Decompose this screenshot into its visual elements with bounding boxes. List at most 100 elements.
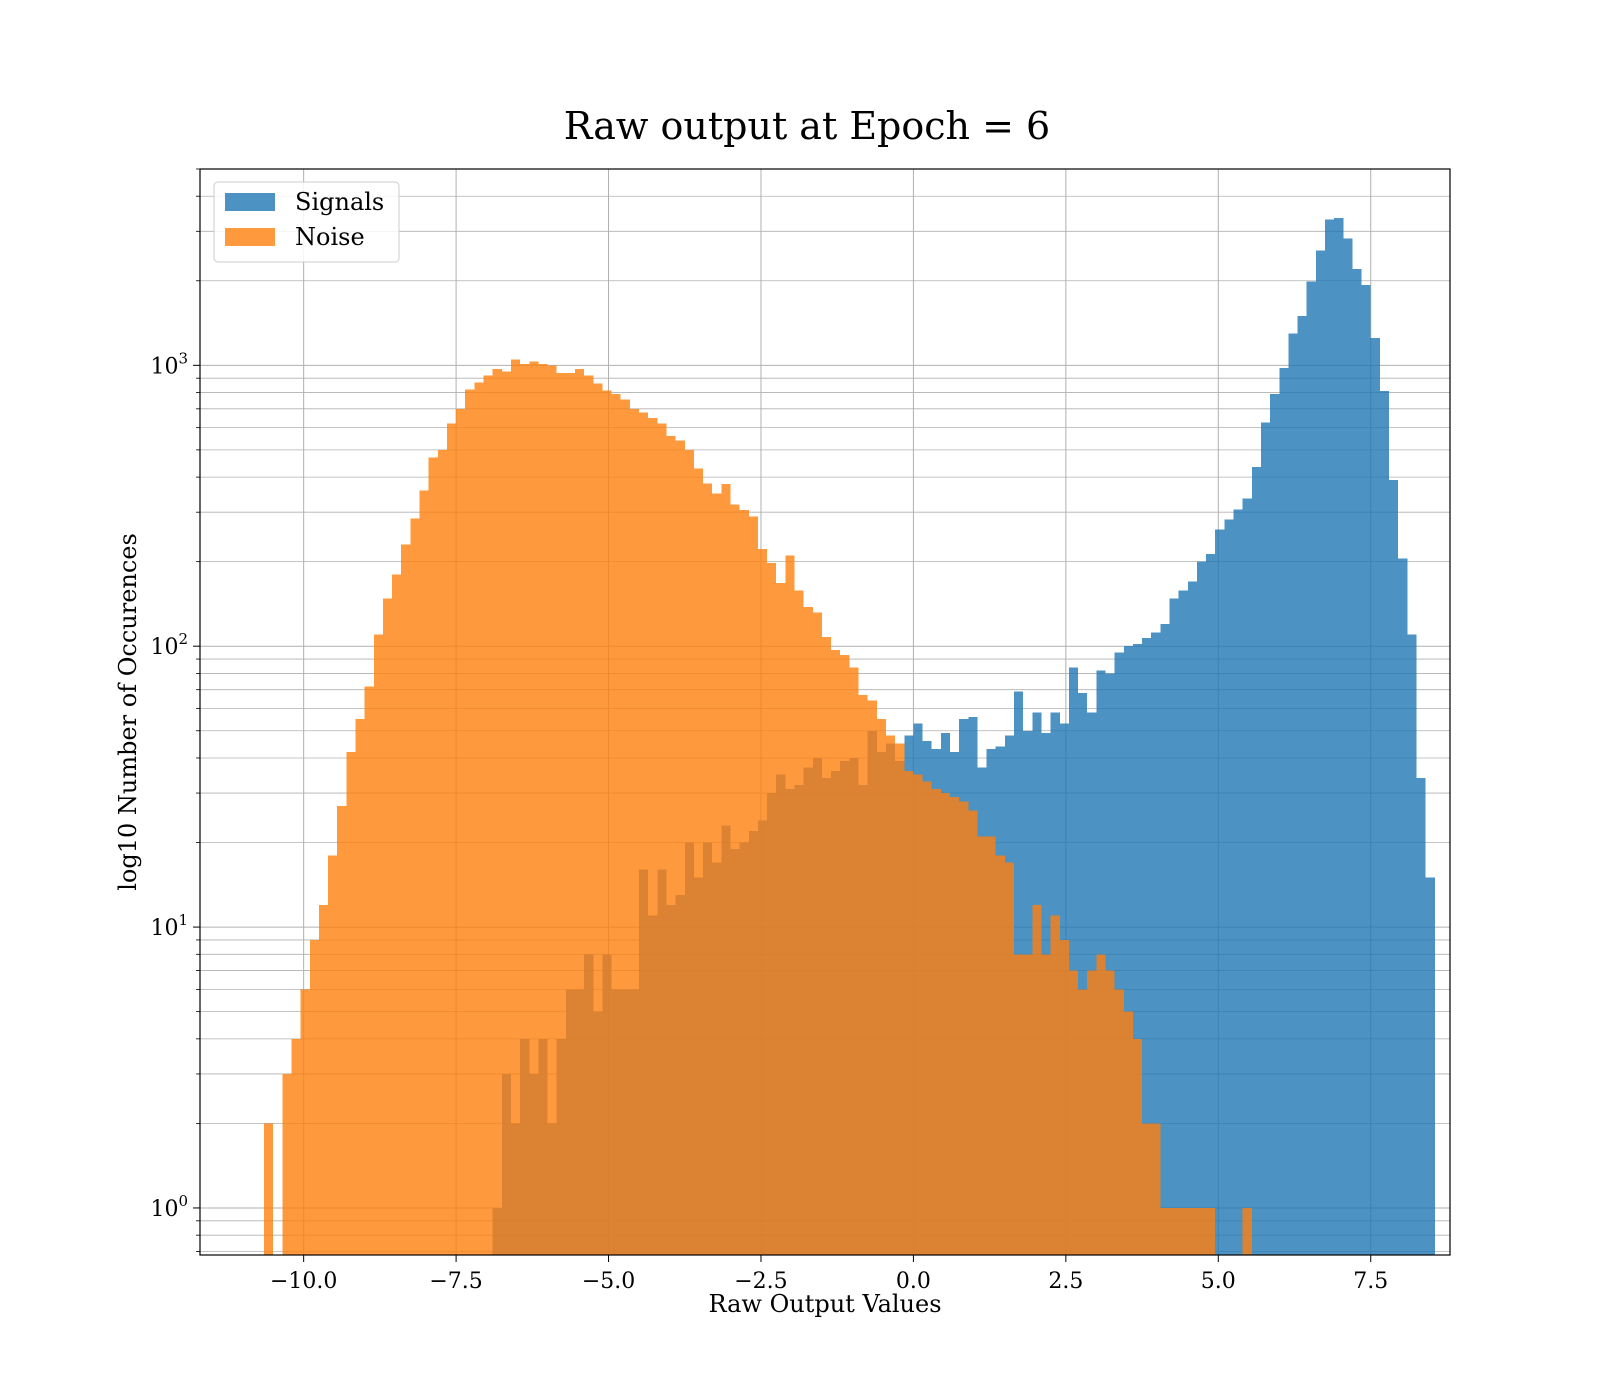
bar-noise bbox=[1169, 1207, 1179, 1255]
bar-noise bbox=[950, 797, 960, 1255]
bar-signals bbox=[1169, 598, 1179, 1255]
bar-noise bbox=[968, 810, 978, 1255]
bar-signals bbox=[1151, 632, 1161, 1255]
bar-noise bbox=[1151, 1123, 1161, 1255]
bar-noise bbox=[392, 574, 402, 1255]
bar-noise bbox=[437, 449, 447, 1255]
bar-signals bbox=[1379, 391, 1390, 1255]
bar-noise bbox=[986, 836, 996, 1255]
bar-noise bbox=[748, 516, 758, 1255]
bar-noise bbox=[785, 555, 795, 1255]
legend-label-signals: Signals bbox=[295, 188, 384, 216]
bars bbox=[264, 217, 1435, 1256]
bar-noise bbox=[520, 364, 530, 1255]
bar-noise bbox=[410, 518, 420, 1255]
y-tick-label: 103 bbox=[150, 349, 188, 379]
x-tick-label: −7.5 bbox=[429, 1269, 482, 1294]
bar-noise bbox=[282, 1073, 292, 1255]
bar-noise bbox=[602, 390, 612, 1255]
bar-noise bbox=[1096, 954, 1106, 1255]
x-tick-label: −2.5 bbox=[734, 1269, 787, 1294]
bar-signals bbox=[1187, 581, 1197, 1255]
bar-signals bbox=[1206, 553, 1216, 1255]
bar-signals bbox=[1297, 315, 1307, 1255]
bar-noise bbox=[1068, 970, 1079, 1255]
bar-noise bbox=[529, 361, 539, 1255]
bar-noise bbox=[730, 504, 740, 1255]
bar-noise bbox=[757, 548, 768, 1255]
x-tick-label: −5.0 bbox=[582, 1269, 635, 1294]
plot-frame bbox=[199, 168, 1451, 1256]
bar-noise bbox=[876, 719, 886, 1255]
bar-noise bbox=[346, 752, 356, 1255]
bar-signals bbox=[1142, 637, 1152, 1255]
bar-noise bbox=[620, 399, 630, 1255]
bar-noise bbox=[1032, 904, 1042, 1255]
bar-signals bbox=[1123, 646, 1133, 1255]
bar-noise bbox=[776, 582, 786, 1255]
bar-noise bbox=[465, 389, 475, 1255]
bar-noise bbox=[648, 417, 658, 1255]
bar-noise bbox=[703, 483, 713, 1255]
bar-noise bbox=[611, 394, 621, 1255]
legend-swatch-noise bbox=[225, 228, 275, 246]
bar-signals bbox=[1334, 217, 1344, 1256]
bar-noise bbox=[483, 375, 493, 1256]
bar-signals bbox=[1078, 693, 1088, 1255]
bar-noise bbox=[1132, 1038, 1143, 1255]
bar-signals bbox=[1068, 667, 1079, 1255]
bar-noise bbox=[803, 606, 813, 1255]
bar-noise bbox=[446, 423, 457, 1256]
bar-noise bbox=[1123, 1011, 1133, 1255]
x-axis-label: Raw Output Values bbox=[708, 1290, 941, 1318]
bar-signals bbox=[1242, 498, 1252, 1255]
bar-signals bbox=[1270, 394, 1280, 1255]
axis-ticks: −10.0 −7.5 −5.0 −2.5 0.0 2.5 5.0 7.5 100 101 102 10… bbox=[150, 168, 1388, 1294]
bar-noise bbox=[1105, 970, 1115, 1255]
bar-noise bbox=[721, 483, 731, 1255]
bar-noise bbox=[977, 836, 987, 1255]
bar-noise bbox=[629, 408, 640, 1255]
x-tick-label: 2.5 bbox=[1048, 1269, 1083, 1294]
bar-noise bbox=[885, 735, 896, 1255]
bar-noise bbox=[1114, 989, 1124, 1255]
x-tick-label: −10.0 bbox=[270, 1269, 337, 1294]
bar-noise bbox=[712, 493, 722, 1256]
bar-noise bbox=[364, 686, 374, 1255]
bar-noise bbox=[867, 700, 877, 1255]
bar-noise bbox=[959, 801, 969, 1255]
bar-noise bbox=[940, 793, 950, 1255]
bar-noise bbox=[337, 805, 347, 1255]
bar-signals bbox=[1343, 238, 1353, 1256]
x-tick-label: 0.0 bbox=[896, 1269, 931, 1294]
bar-signals bbox=[1361, 285, 1371, 1255]
y-tick-label: 101 bbox=[150, 911, 188, 941]
bar-noise bbox=[328, 855, 338, 1255]
bar-signals bbox=[1425, 877, 1435, 1255]
bar-signals bbox=[1105, 673, 1115, 1255]
bar-noise bbox=[840, 655, 850, 1255]
x-tick-label: 5.0 bbox=[1201, 1269, 1236, 1294]
bar-noise bbox=[474, 382, 484, 1255]
bar-noise bbox=[1041, 954, 1051, 1255]
bar-noise bbox=[300, 989, 310, 1255]
bar-noise bbox=[565, 372, 575, 1255]
bar-noise bbox=[794, 590, 804, 1255]
bar-noise bbox=[1206, 1207, 1216, 1255]
bar-noise bbox=[575, 369, 585, 1255]
bar-noise bbox=[382, 598, 393, 1255]
bar-signals bbox=[1416, 777, 1426, 1255]
bar-signals bbox=[1325, 219, 1335, 1256]
bar-noise bbox=[1050, 915, 1060, 1255]
bar-noise bbox=[1196, 1207, 1207, 1255]
bar-noise bbox=[858, 695, 868, 1255]
bar-noise bbox=[419, 490, 429, 1255]
bar-noise bbox=[767, 562, 777, 1255]
bar-noise bbox=[1004, 862, 1015, 1255]
bar-noise bbox=[264, 1123, 274, 1255]
bar-noise bbox=[1242, 1207, 1252, 1255]
y-tick-label: 100 bbox=[150, 1192, 188, 1222]
bar-noise bbox=[547, 365, 557, 1255]
bar-noise bbox=[1078, 989, 1088, 1255]
bar-signals bbox=[1160, 623, 1170, 1255]
